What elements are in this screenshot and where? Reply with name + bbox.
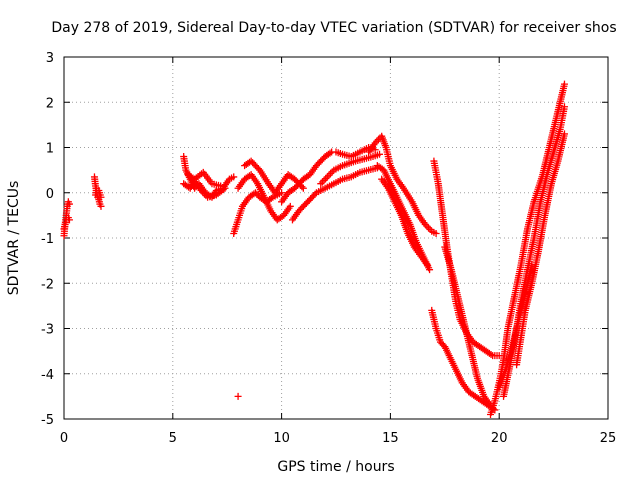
data-point	[217, 182, 225, 190]
y-tick-label: 1	[46, 142, 54, 157]
data-point	[97, 193, 105, 201]
data-point	[299, 184, 307, 192]
data-point	[560, 130, 568, 138]
data-point	[320, 176, 328, 184]
data-point	[325, 171, 333, 179]
x-tick-label: 15	[382, 431, 399, 446]
y-tick-label: -5	[41, 413, 54, 428]
grid-lines	[64, 57, 608, 419]
data-point	[487, 351, 495, 359]
x-tick-label: 0	[60, 431, 68, 446]
y-tick-label: -1	[41, 232, 54, 247]
data-point	[423, 261, 431, 269]
y-axis: -5 -4 -3 -2 -1 0 1 2 3	[41, 51, 608, 428]
data-point	[278, 189, 286, 197]
data-point	[426, 266, 434, 274]
data-point	[286, 202, 294, 210]
data-point	[267, 194, 275, 202]
data-point	[65, 200, 73, 208]
x-tick-label: 20	[491, 431, 508, 446]
chart-title: Day 278 of 2019, Sidereal Day-to-day VTE…	[51, 20, 616, 36]
data-point	[560, 80, 568, 88]
data-point	[221, 184, 229, 192]
y-tick-label: -4	[41, 368, 54, 383]
data-point	[65, 216, 73, 224]
data-point	[234, 392, 242, 400]
data-point	[230, 173, 238, 181]
data-point	[424, 224, 432, 232]
x-axis: 0 5 10 15 20 25	[60, 57, 616, 446]
x-tick-label: 5	[169, 431, 177, 446]
data-point	[528, 261, 536, 269]
y-tick-label: 3	[46, 51, 54, 66]
data-point	[326, 149, 334, 157]
data-point	[432, 229, 440, 237]
data-point	[376, 150, 384, 158]
y-axis-label: SDTVAR / TECUs	[6, 181, 22, 296]
y-tick-label: -2	[41, 277, 54, 292]
data-point	[327, 170, 335, 178]
data-points	[60, 80, 568, 418]
x-axis-label: GPS time / hours	[277, 459, 394, 475]
x-tick-label: 10	[273, 431, 290, 446]
y-tick-label: 2	[46, 96, 54, 111]
x-tick-label: 25	[600, 431, 617, 446]
data-point	[323, 173, 331, 181]
data-point	[322, 175, 330, 183]
y-tick-label: 0	[46, 187, 54, 202]
data-point	[97, 202, 105, 210]
data-point	[318, 178, 326, 186]
data-point	[560, 103, 568, 111]
y-tick-label: -3	[41, 323, 54, 338]
data-point	[311, 190, 319, 198]
